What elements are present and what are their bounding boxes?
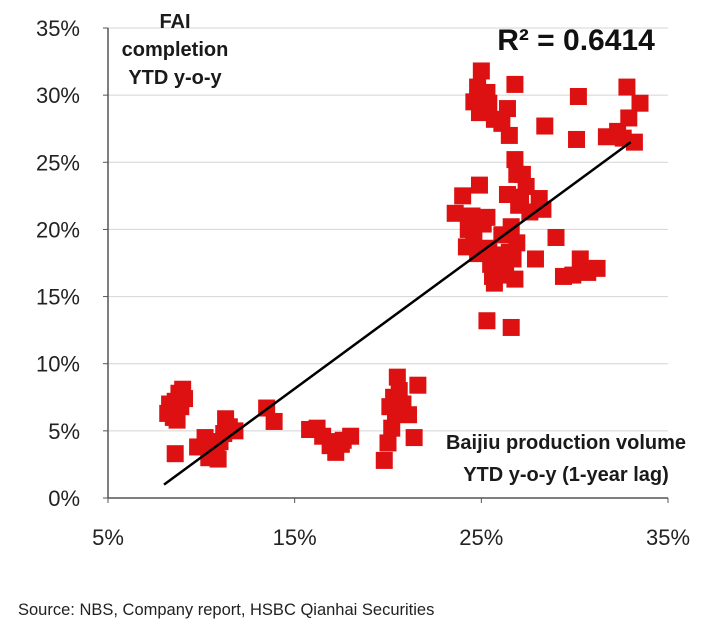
data-point — [405, 429, 423, 447]
data-point — [265, 412, 283, 430]
data-point — [508, 234, 526, 252]
data-point — [504, 250, 522, 268]
data-point — [478, 312, 496, 330]
data-point — [465, 231, 483, 249]
x-tick-label: 5% — [92, 525, 124, 550]
data-point — [454, 187, 472, 205]
data-point — [521, 203, 539, 221]
data-point — [400, 406, 418, 424]
data-point — [388, 368, 406, 386]
data-point — [588, 259, 606, 277]
data-point — [620, 109, 638, 127]
data-point — [536, 117, 554, 135]
y-axis-label-line-1: FAI — [159, 11, 190, 33]
gridlines — [108, 27, 668, 432]
source-note: Source: NBS, Company report, HSBC Qianha… — [18, 601, 435, 619]
y-tick-label: 15% — [36, 285, 80, 310]
y-axis-label-line-3: YTD y-o-y — [128, 67, 222, 89]
x-tick-labels: 5% 15% 25% 35% — [92, 498, 690, 550]
data-point — [409, 376, 427, 394]
y-axis-label-line-2: completion — [122, 39, 229, 61]
data-point — [502, 318, 520, 336]
data-point — [508, 165, 526, 183]
data-point — [446, 204, 464, 222]
data-point — [498, 186, 516, 204]
x-axis-label-line-1: Baijiu production volume — [446, 432, 686, 454]
data-point — [159, 404, 177, 422]
y-tick-labels: 0% 5% 10% 15% 20% 25% 30% 35% — [36, 16, 108, 511]
data-point — [174, 380, 192, 398]
data-point — [614, 129, 632, 147]
data-point — [209, 450, 227, 468]
data-point — [166, 445, 184, 463]
data-point — [487, 246, 505, 264]
data-point — [547, 228, 565, 246]
data-point — [534, 200, 552, 218]
r-squared-annotation: R² = 0.6414 — [497, 24, 655, 57]
data-point — [390, 382, 408, 400]
data-point — [568, 130, 586, 148]
x-tick-label: 15% — [273, 525, 317, 550]
data-point — [631, 94, 649, 112]
data-point — [375, 451, 393, 469]
data-point — [502, 218, 520, 236]
trendline — [163, 141, 632, 486]
data-point — [379, 434, 397, 452]
y-tick-label: 10% — [36, 352, 80, 377]
data-point — [383, 419, 401, 437]
data-point — [618, 78, 636, 96]
y-tick-label: 0% — [48, 486, 80, 511]
y-tick-label: 35% — [36, 16, 80, 41]
y-tick-label: 20% — [36, 217, 80, 242]
data-point — [564, 266, 582, 284]
y-tick-label: 25% — [36, 150, 80, 175]
x-axis-label-line-2: YTD y-o-y (1-year lag) — [463, 464, 669, 486]
data-point — [506, 75, 524, 93]
data-point — [469, 78, 487, 96]
axes — [107, 28, 668, 499]
data-point — [500, 126, 518, 144]
x-tick-label: 35% — [646, 525, 690, 550]
data-point — [381, 398, 399, 416]
data-point — [526, 250, 544, 268]
y-tick-label: 30% — [36, 83, 80, 108]
data-point — [325, 433, 343, 451]
data-point — [506, 270, 524, 288]
data-point — [498, 100, 516, 118]
y-tick-label: 5% — [48, 419, 80, 444]
data-points — [159, 62, 649, 469]
data-point — [470, 176, 488, 194]
data-point — [506, 151, 524, 169]
data-point — [569, 87, 587, 105]
data-point — [480, 94, 498, 112]
data-point — [472, 62, 490, 80]
x-tick-label: 25% — [459, 525, 503, 550]
data-point — [478, 208, 496, 226]
data-point — [342, 427, 360, 445]
data-point — [571, 250, 589, 268]
